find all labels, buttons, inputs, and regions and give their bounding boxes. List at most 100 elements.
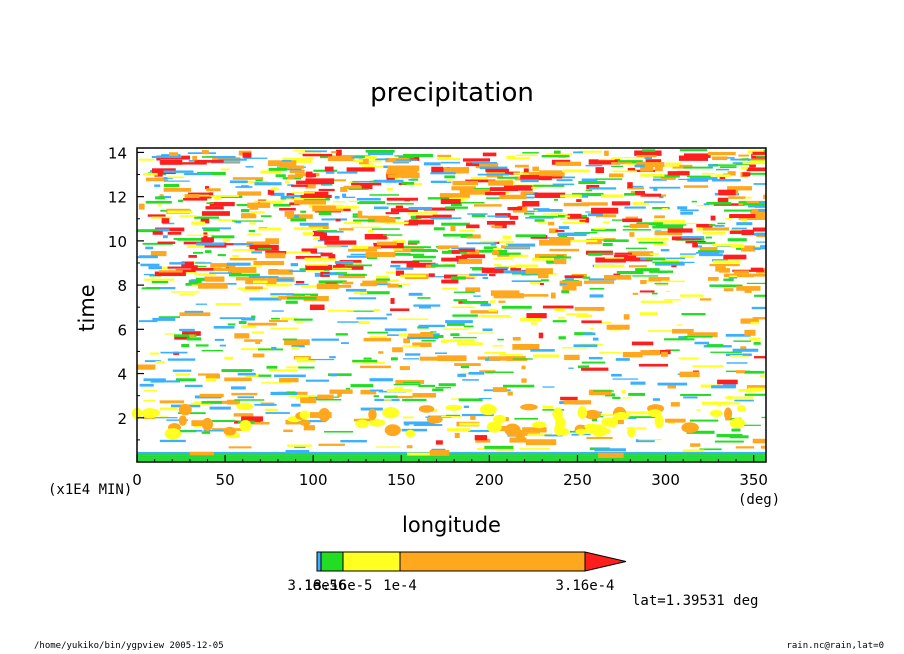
rain-cell [270,187,279,191]
rain-cell [494,266,509,269]
rain-cell [696,205,710,207]
colorbar-segment [320,551,344,572]
rain-cell [329,356,336,359]
rain-cell [363,357,372,360]
rain-cell [406,262,436,268]
rain-cell [735,370,745,374]
rain-cell [534,253,567,259]
rain-cell [441,279,459,284]
rain-cell [432,409,438,413]
rain-cell [157,241,176,244]
rain-cell [318,443,345,446]
rain-cell [706,344,724,347]
rain-cell [591,418,598,422]
rain-cell [686,430,715,434]
rain-cell [644,201,666,203]
rain-cell [333,201,346,203]
rain-cell [275,251,287,255]
rain-cell [252,353,265,358]
rain-cell [495,213,511,218]
rain-cell [477,356,488,360]
rain-cell [699,247,718,253]
rain-cell [162,222,175,225]
rain-cell [493,257,513,260]
rain-cell [348,297,377,300]
rain-cell [542,409,565,411]
rain-cell [753,247,766,250]
rain-cell [436,157,461,161]
rain-cell [624,206,646,209]
y-tick-label: 10 [108,233,127,251]
rain-cell [236,402,254,411]
rain-cell [475,438,491,443]
rain-cell [336,205,359,209]
rain-cell [527,433,553,437]
rain-cell [553,258,567,265]
rain-cell [364,233,387,240]
rain-cell [692,365,724,368]
rain-cell [151,216,172,219]
rain-cell [166,419,188,421]
rain-cell [407,452,431,456]
y-tick-label: 6 [117,321,127,339]
rain-cell [232,255,239,258]
rain-cell [522,152,539,154]
rain-cell [525,268,553,275]
rain-cell [251,331,264,334]
rain-cell [691,200,698,203]
rain-cell [316,283,339,290]
rain-cell [725,217,733,220]
rain-cell [378,351,384,354]
rain-cell [233,243,253,245]
rain-cell [568,239,598,243]
colorbar-label: 1e-5 [304,578,338,594]
rain-cell [622,218,643,223]
rain-cell [148,266,162,270]
rain-cell [373,206,389,210]
rain-cell [606,324,630,330]
rain-cell [305,379,330,382]
rain-cell [544,434,563,437]
rain-cell [284,211,295,217]
rain-cell [413,304,441,307]
rain-cell [452,180,479,186]
rain-cell [478,397,492,400]
rain-cell [628,265,647,268]
rain-cell [596,414,627,416]
rain-cell [731,428,741,432]
rain-cell [687,178,709,182]
rain-cell [457,258,483,264]
rain-cell [269,369,298,372]
rain-cell [509,157,531,160]
x-tick-label: 150 [387,471,416,489]
rain-cell [428,273,435,277]
rain-cell [480,240,508,243]
rain-cell [535,209,563,212]
rain-cell [204,276,225,282]
rain-cell [254,182,282,186]
rain-cell [194,273,217,276]
rain-cell [330,374,337,377]
rain-cell [744,393,766,396]
rain-cell [154,228,170,232]
rain-cell [359,246,381,249]
rain-cell [293,227,323,231]
rain-cell [594,227,606,230]
rain-cell [181,343,190,348]
rain-cell [357,210,363,216]
rain-cell [556,255,564,257]
rain-cell [417,297,431,299]
rain-cell [283,284,293,287]
x-tick-label: 250 [563,471,592,489]
rain-cell [509,254,529,258]
rain-cell [654,230,683,236]
rain-cell [290,218,307,222]
rain-cell [347,248,377,252]
rain-cell [622,229,652,231]
rain-cell [271,310,284,312]
rain-cell [598,158,615,161]
rain-cell [583,280,615,284]
rain-cell [689,177,718,180]
rain-cell [577,406,588,419]
rain-cell [260,215,272,218]
